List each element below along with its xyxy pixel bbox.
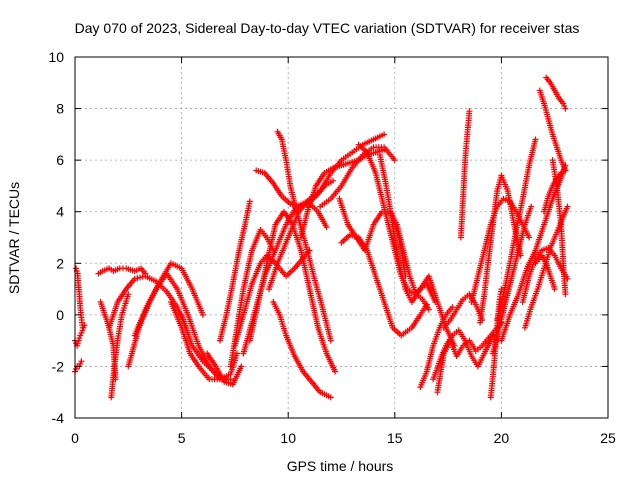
data-point [327, 337, 334, 344]
data-point [131, 275, 138, 282]
series-arc-17 [246, 208, 339, 375]
data-point [562, 291, 569, 298]
y-tick-label: 6 [56, 152, 64, 168]
data-point [323, 224, 330, 231]
series-arc-13 [217, 198, 253, 344]
data-point [532, 136, 539, 143]
x-tick-label: 10 [280, 430, 296, 446]
series-arc-20 [270, 299, 334, 401]
data-point [526, 234, 533, 241]
x-tick-label: 0 [71, 430, 79, 446]
series-arc-21 [274, 128, 334, 344]
y-tick-label: 10 [48, 49, 64, 65]
data-point [246, 198, 253, 205]
x-tick-label: 15 [387, 430, 403, 446]
y-tick-label: -2 [52, 358, 65, 374]
series-arc-02 [73, 265, 86, 331]
x-tick-label: 5 [178, 430, 186, 446]
series-arc-10 [167, 299, 240, 383]
data-point [381, 131, 388, 138]
data-point [199, 311, 206, 318]
series-arc-06 [108, 291, 132, 401]
data-point [234, 350, 240, 357]
series-arc-29 [417, 304, 456, 391]
data-point [517, 252, 524, 259]
series-arc-43 [536, 87, 569, 174]
data-point [238, 363, 245, 370]
chart-title: Day 070 of 2023, Sidereal Day-to-day VTE… [75, 20, 580, 36]
data-point [562, 105, 569, 112]
data-point [78, 358, 85, 365]
series-arc-28 [387, 208, 432, 313]
data-point [562, 167, 569, 174]
y-tick-label: -4 [52, 410, 65, 426]
data-point [332, 368, 339, 375]
plot-frame [74, 56, 609, 419]
data-point [564, 203, 571, 210]
data-point [425, 306, 432, 313]
y-tick-label: 8 [56, 101, 64, 117]
data-point [327, 394, 334, 401]
axis-ticks [74, 56, 609, 419]
series-arc-22 [298, 146, 388, 241]
series-arc-01 [72, 322, 88, 349]
series-arc-42 [532, 252, 558, 293]
y-tick-label: 0 [56, 307, 64, 323]
y-tick-labels: -4 -2 0 2 4 6 8 10 [48, 49, 64, 426]
series-arc-27 [376, 152, 458, 349]
series-arc-38 [489, 203, 535, 357]
x-tick-labels: 0 5 10 15 20 25 [71, 430, 616, 446]
series-arc-44 [543, 74, 569, 112]
series-arc-11 [178, 311, 226, 383]
series-arc-12 [204, 350, 245, 388]
x-axis-label: GPS time / hours [287, 458, 394, 474]
data-point [449, 304, 456, 311]
series-arc-37 [494, 136, 539, 323]
series-arc-46 [549, 157, 569, 298]
y-tick-label: 4 [56, 204, 64, 220]
series-arc-25 [338, 231, 430, 339]
data-markers [72, 74, 571, 401]
x-tick-label: 25 [600, 430, 616, 446]
data-point [551, 286, 558, 293]
data-point [528, 203, 535, 210]
y-axis-label: SDTVAR / TECUs [6, 182, 22, 294]
data-point [79, 324, 86, 331]
series-arc-23 [317, 144, 398, 210]
data-point [466, 108, 473, 115]
data-point [125, 291, 132, 298]
data-point [330, 177, 336, 184]
y-tick-label: 2 [56, 255, 64, 271]
series-arc-33 [457, 108, 473, 241]
data-point [137, 274, 143, 281]
x-tick-label: 20 [494, 430, 510, 446]
series-arc-31 [440, 291, 486, 331]
data-point [391, 157, 398, 164]
